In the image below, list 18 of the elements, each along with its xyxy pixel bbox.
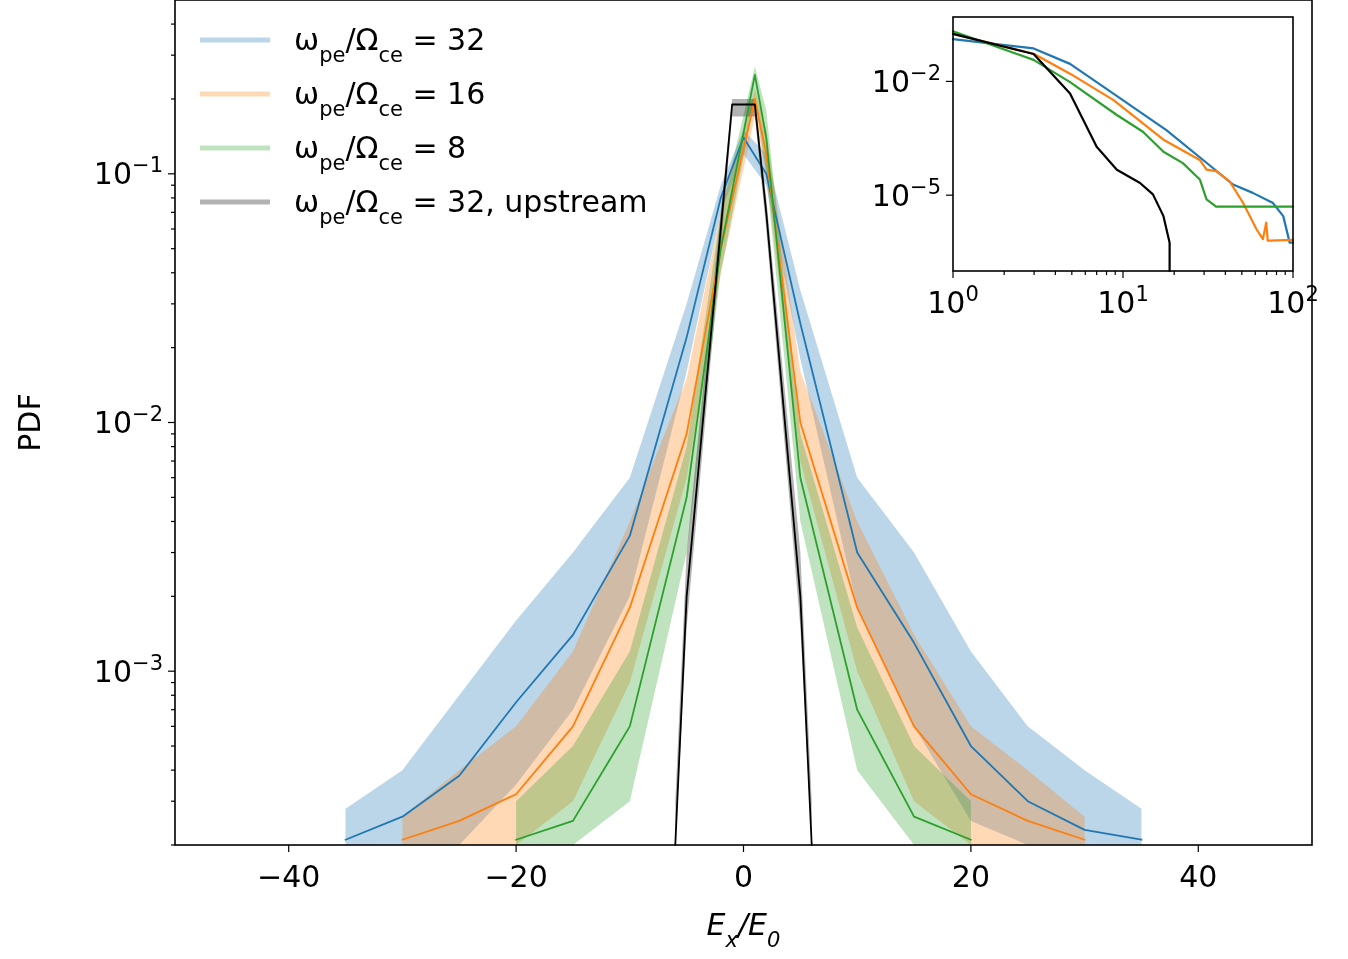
x-axis-title: E$_{x}$/E$_{0}$ <box>706 907 781 952</box>
y-tick-label: 10$^{−3}$ <box>93 650 163 689</box>
x-tick-label: 40 <box>1179 859 1218 894</box>
x-tick-label: 10$^{1}$ <box>1097 282 1149 320</box>
legend-label: ω$_{pe}$/Ω$_{ce}$ = 8 <box>294 130 467 175</box>
legend-label: ω$_{pe}$/Ω$_{ce}$ = 32 <box>294 22 486 67</box>
legend-label: ω$_{pe}$/Ω$_{ce}$ = 16 <box>294 76 486 121</box>
y-tick-label: 10$^{−1}$ <box>93 153 163 192</box>
y-axis-title: PDF <box>12 393 47 452</box>
y-tick-label: 10$^{−5}$ <box>871 174 941 213</box>
x-tick-label: −40 <box>257 859 321 894</box>
y-tick-label: 10$^{−2}$ <box>871 60 941 99</box>
x-tick-label: −20 <box>484 859 548 894</box>
x-tick-label: 0 <box>733 859 754 894</box>
y-tick-label: 10$^{−2}$ <box>93 402 163 440</box>
x-tick-label: 20 <box>951 859 990 894</box>
x-tick-label: 10$^{0}$ <box>927 282 979 320</box>
legend-label: ω$_{pe}$/Ω$_{ce}$ = 32, upstream <box>294 184 648 229</box>
